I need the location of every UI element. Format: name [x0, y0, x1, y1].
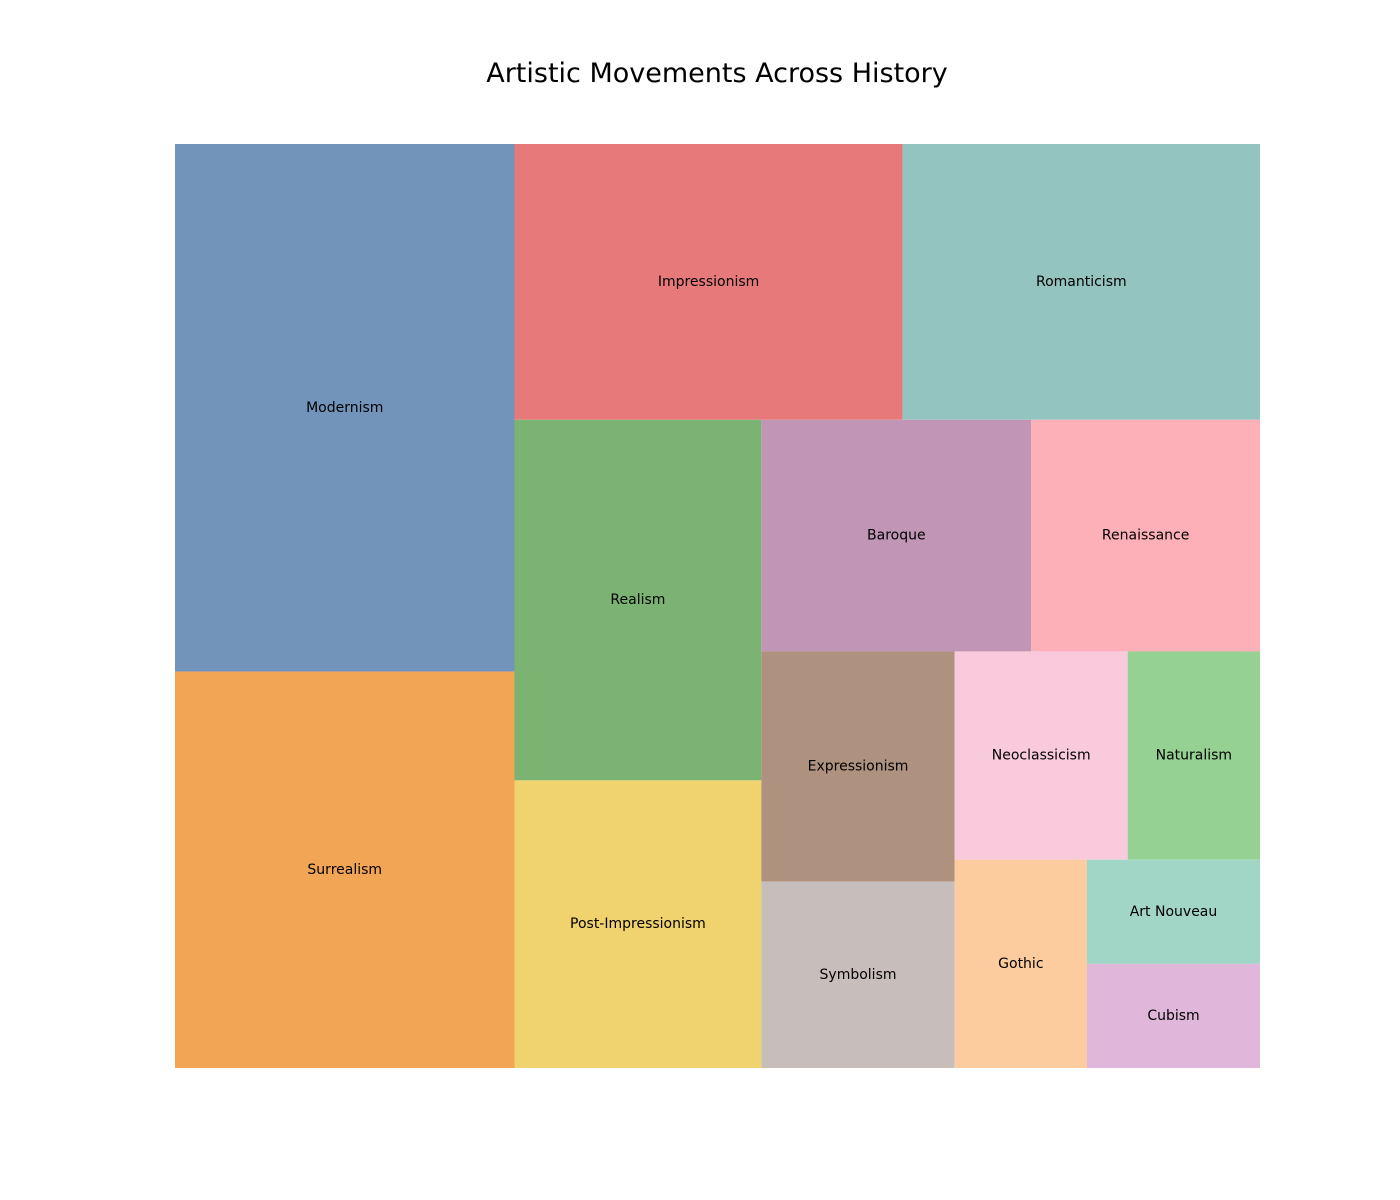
tile-renaissance: [1031, 419, 1260, 652]
tile-label-naturalism: Naturalism: [1156, 748, 1232, 764]
tile-romanticism: [902, 144, 1260, 420]
tile-label-neoclassicism: Neoclassicism: [992, 748, 1091, 764]
tile-label-surrealism: Surrealism: [307, 862, 382, 878]
tile-impressionism: [514, 144, 903, 420]
tile-label-renaissance: Renaissance: [1102, 528, 1189, 544]
tile-modernism: [175, 144, 515, 672]
tile-label-art-nouveau: Art Nouveau: [1130, 904, 1218, 920]
tile-label-expressionism: Expressionism: [808, 759, 909, 775]
chart-title: Artistic Movements Across History: [486, 58, 948, 89]
tile-cubism: [1087, 963, 1260, 1068]
tile-label-gothic: Gothic: [998, 956, 1043, 972]
tile-label-modernism: Modernism: [306, 400, 383, 416]
tile-label-romanticism: Romanticism: [1036, 274, 1127, 290]
tile-post-impressionism: [514, 780, 762, 1068]
tile-symbolism: [761, 881, 955, 1068]
tile-naturalism: [1127, 651, 1260, 860]
tile-label-impressionism: Impressionism: [658, 274, 759, 290]
tile-label-cubism: Cubism: [1147, 1008, 1199, 1024]
tile-realism: [514, 419, 762, 781]
tile-art-nouveau: [1087, 859, 1260, 964]
tile-gothic: [954, 859, 1088, 1068]
tile-label-baroque: Baroque: [867, 528, 926, 544]
tile-label-symbolism: Symbolism: [820, 967, 897, 983]
tile-expressionism: [761, 651, 955, 882]
tile-label-post-impressionism: Post-Impressionism: [570, 916, 706, 932]
tile-surrealism: [175, 671, 515, 1068]
tile-neoclassicism: [954, 651, 1128, 860]
tile-baroque: [761, 419, 1032, 652]
tile-label-realism: Realism: [610, 592, 665, 608]
